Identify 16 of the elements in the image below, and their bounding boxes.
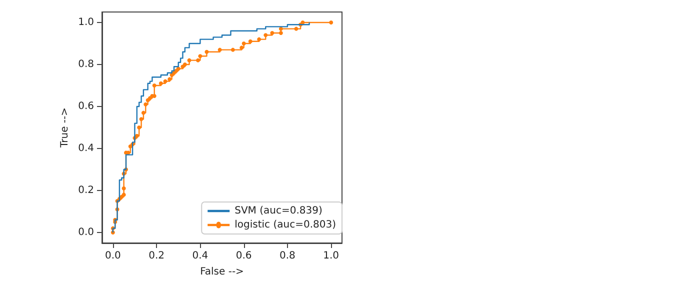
x-tick-label: 1.0 (323, 250, 340, 262)
x-tick-label: 0.2 (148, 250, 164, 262)
y-tick-label: 0.8 (78, 59, 94, 70)
y-tick-label: 0.0 (78, 227, 94, 238)
y-tick-label: 0.4 (78, 143, 94, 154)
x-tick-label: 0.8 (280, 250, 296, 262)
x-tick-label: 0.6 (236, 250, 252, 262)
legend-label: logistic (auc=0.803) (234, 220, 336, 230)
x-tick-label: 0.0 (104, 250, 121, 262)
y-axis-title: True --> (60, 107, 70, 149)
y-tick-label: 1.0 (78, 17, 94, 28)
y-tick-label: 0.6 (78, 101, 94, 112)
y-tick-label: 0.2 (78, 185, 94, 196)
x-axis-title: False --> (200, 266, 244, 278)
legend-label: SVM (auc=0.839) (234, 206, 322, 216)
x-tick-label: 0.4 (192, 250, 208, 262)
